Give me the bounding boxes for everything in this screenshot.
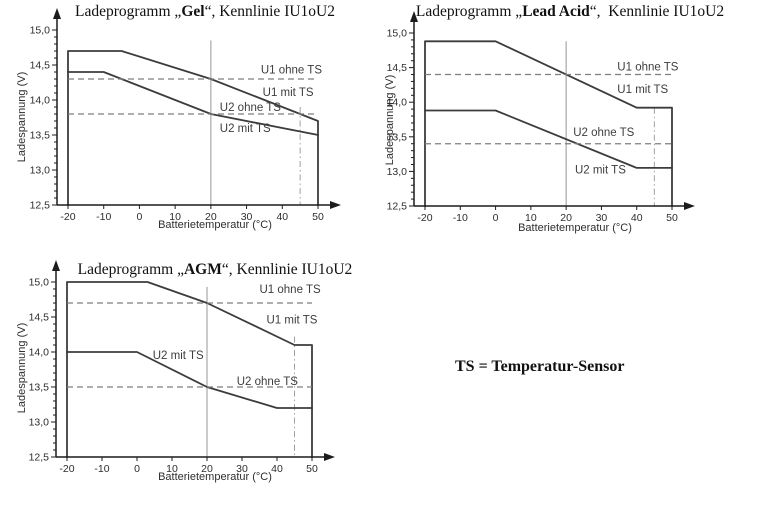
x-tick-label: 0	[493, 212, 499, 224]
chart-title-program-name: AGM	[183, 261, 222, 278]
series-label: U1 mit TS	[267, 314, 318, 326]
chart-gel-canvas: 15,0 14,5 14,0 13,5 13,0 12,5 -20 -10 0 10 20 30 40 5…	[30, 8, 341, 223]
chart-title-suffix: “, Kennlinie IU1oU2	[589, 3, 725, 20]
x-axis-label: Batterietemperatur (°C)	[518, 222, 632, 234]
y-tick-label: 14,5	[387, 62, 408, 74]
x-axis-arrow-icon	[684, 202, 695, 210]
series-label: U1 mit TS	[263, 87, 314, 99]
chart-gel-title: Ladeprogramm „Gel“, Kennlinie IU1oU2	[40, 3, 370, 21]
series-label: U2 ohne TS	[237, 376, 298, 388]
x-tick-label: 30	[241, 211, 253, 223]
x-axis-arrow-icon	[324, 453, 335, 461]
series-label: U1 ohne TS	[261, 64, 322, 76]
chart-gel: 15,0 14,5 14,0 13,5 13,0 12,5 -20 -10 0 10 20 30 40 5…	[0, 0, 365, 246]
chart-lead-acid-title: Ladeprogramm „Lead Acid“, Kennlinie IU1o…	[405, 3, 735, 21]
y-tick-label: 12,5	[29, 452, 50, 464]
x-tick-label: -20	[417, 212, 432, 224]
series-u2-mit-ts	[424, 109, 673, 169]
y-tick-label: 13,5	[30, 130, 51, 142]
x-tick-label: 20	[205, 211, 217, 223]
chart-title-prefix: Ladeprogramm „	[415, 3, 523, 20]
y-axis-label: Ladespannung (V)	[16, 322, 28, 414]
x-tick-label: 50	[306, 463, 318, 475]
series-u1-mit-ts	[66, 281, 313, 458]
x-tick-label: 0	[134, 463, 140, 475]
x-tick-label: 50	[312, 211, 324, 223]
series-label: U1 ohne TS	[617, 61, 678, 73]
y-axis-arrow-icon	[52, 260, 60, 271]
x-tick-label: 10	[525, 212, 537, 224]
x-tick-label: -10	[453, 212, 468, 224]
y-tick-label: 14,0	[29, 347, 50, 359]
x-tick-label: 0	[137, 211, 143, 223]
chart-agm-canvas: 15,0 14,5 14,0 13,5 13,0 12,5 -20 -10 0 10 20 30 40 5…	[29, 260, 335, 475]
chart-title-prefix: Ladeprogramm „	[75, 3, 182, 20]
y-axis-label: Ladespannung (V)	[384, 74, 396, 166]
y-axis-label: Ladespannung (V)	[16, 71, 28, 163]
series-label: U2 ohne TS	[573, 127, 634, 139]
series-u2-mit-ts	[67, 71, 320, 137]
chart-lead-acid: 15,0 14,5 14,0 13,5 13,0 12,5 -20 -10 0 10 20 30 40 5…	[380, 0, 762, 246]
x-tick-label: 40	[276, 211, 288, 223]
series-label: U2 ohne TS	[220, 102, 281, 114]
x-axis-label: Batterietemperatur (°C)	[158, 219, 272, 231]
x-tick-label: -10	[96, 211, 111, 223]
y-tick-label: 12,5	[387, 201, 408, 213]
x-tick-label: 10	[169, 211, 181, 223]
y-tick-label: 13,0	[387, 166, 408, 178]
x-tick-label: 20	[201, 463, 213, 475]
y-tick-label: 13,0	[30, 165, 51, 177]
x-axis-arrow-icon	[330, 201, 341, 209]
series-label: U1 ohne TS	[260, 284, 321, 296]
x-tick-label: 40	[271, 463, 283, 475]
y-tick-label: 14,0	[30, 95, 51, 107]
x-axis-label: Batterietemperatur (°C)	[158, 471, 272, 483]
x-tick-label: 30	[596, 212, 608, 224]
x-tick-label: -20	[59, 463, 74, 475]
chart-title-suffix: “, Kennlinie IU1oU2	[204, 3, 335, 20]
y-axis-arrow-icon	[410, 11, 418, 22]
chart-title-program-name: Gel	[181, 3, 205, 20]
chart-lead-acid-canvas: 15,0 14,5 14,0 13,5 13,0 12,5 -20 -10 0 10 20 30 40 5…	[387, 11, 695, 224]
y-tick-label: 15,0	[387, 28, 408, 40]
x-tick-label: 40	[631, 212, 643, 224]
y-tick-label: 15,0	[30, 25, 51, 37]
series-label: U2 mit TS	[220, 123, 271, 135]
x-tick-label: 30	[236, 463, 248, 475]
x-tick-label: -20	[60, 211, 75, 223]
chart-agm: 15,0 14,5 14,0 13,5 13,0 12,5 -20 -10 0 10 20 30 40 5…	[0, 250, 365, 507]
y-tick-label: 13,0	[29, 417, 50, 429]
y-tick-label: 12,5	[30, 200, 51, 212]
chart-title-suffix: “, Kennlinie IU1oU2	[221, 261, 353, 278]
x-tick-label: -10	[94, 463, 109, 475]
x-tick-label: 20	[560, 212, 572, 224]
x-tick-label: 50	[666, 212, 678, 224]
ts-abbreviation-note: TS = Temperatur-Sensor	[455, 358, 625, 375]
series-label: U2 mit TS	[153, 350, 204, 362]
y-tick-label: 13,5	[387, 131, 408, 143]
series-label: U2 mit TS	[575, 164, 626, 176]
y-tick-label: 13,5	[29, 382, 50, 394]
series-label: U1 mit TS	[617, 84, 668, 96]
y-tick-label: 14,5	[29, 312, 50, 324]
chart-agm-title: Ladeprogramm „AGM“, Kennlinie IU1oU2	[50, 261, 380, 279]
chart-title-program-name: Lead Acid	[522, 3, 590, 20]
y-tick-label: 14,0	[387, 97, 408, 109]
x-tick-label: 10	[166, 463, 178, 475]
y-tick-label: 15,0	[29, 277, 50, 289]
y-tick-label: 14,5	[30, 60, 51, 72]
y-axis-arrow-icon	[53, 8, 61, 19]
chart-title-prefix: Ladeprogramm „	[77, 261, 184, 278]
